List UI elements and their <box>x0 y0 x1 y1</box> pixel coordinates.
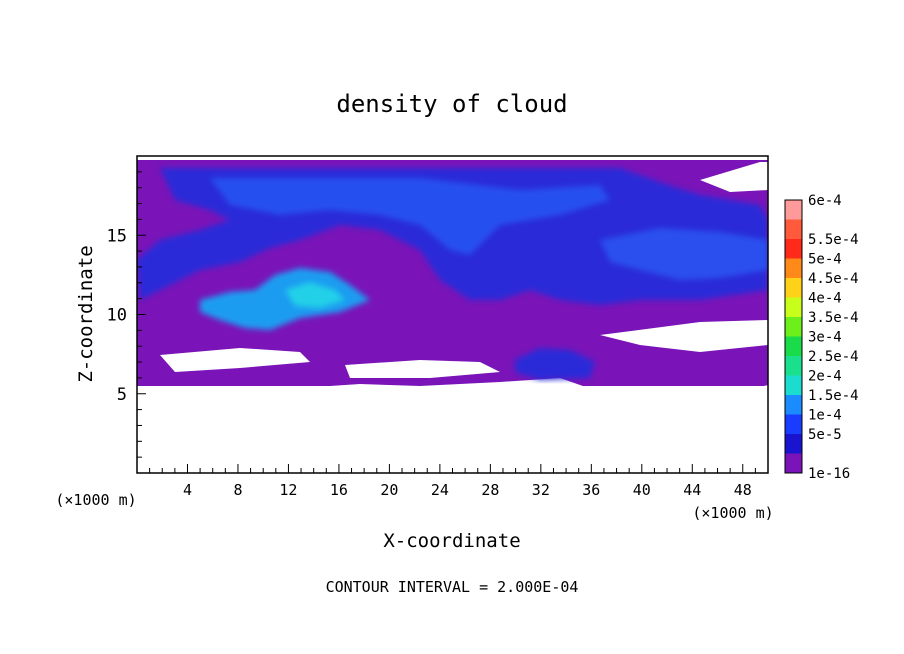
field-gap-left <box>160 348 310 372</box>
chart-title: density of cloud <box>336 90 567 118</box>
x-tick-label: 16 <box>330 481 348 499</box>
colorbar-swatch <box>785 395 802 415</box>
colorbar-label: 1e-16 <box>808 466 850 482</box>
colorbar-label: 1.5e-4 <box>808 388 859 404</box>
colorbar-swatch <box>785 239 802 259</box>
x-tick-label: 8 <box>233 481 242 499</box>
colorbar-swatch <box>785 375 802 396</box>
colorbar-swatch <box>785 258 802 279</box>
colorbar-label: 6e-4 <box>808 193 842 209</box>
field-gaps <box>137 162 768 473</box>
x-tick-label: 36 <box>582 481 600 499</box>
field-cyan-core <box>200 268 370 330</box>
colorbar-swatch <box>785 453 802 474</box>
x-tick-label: 20 <box>380 481 398 499</box>
colorbar-swatch <box>785 336 802 357</box>
colorbar-label: 4e-4 <box>808 291 842 307</box>
x-unit-right: (×1000 m) <box>692 504 773 522</box>
x-axis: 4 8 12 16 20 24 28 32 36 40 44 48 <box>149 464 756 499</box>
colorbar-swatch <box>785 278 802 298</box>
x-tick-label: 28 <box>481 481 499 499</box>
x-tick-label: 24 <box>431 481 449 499</box>
colorbar-swatch <box>785 356 802 376</box>
field-blue-mid <box>210 178 610 255</box>
x-tick-label: 44 <box>683 481 701 499</box>
x-tick-label: 40 <box>633 481 651 499</box>
colorbar: 6e-4 5.5e-4 5e-4 4.5e-4 4e-4 3.5e-4 3e-4 2.5e-4… <box>784 193 859 482</box>
colorbar-label: 5e-5 <box>808 427 842 443</box>
colorbar-label: 1e-4 <box>808 408 842 424</box>
x-tick-label: 12 <box>279 481 297 499</box>
colorbar-swatch <box>785 200 802 220</box>
y-axis: 5 10 15 <box>107 171 146 458</box>
x-tick-label: 48 <box>734 481 752 499</box>
field-right-lobe <box>600 228 768 280</box>
colorbar-swatch <box>785 414 802 435</box>
colorbar-swatch <box>785 219 802 240</box>
cloud-density-field <box>137 160 768 398</box>
colorbar-label: 4.5e-4 <box>808 271 859 287</box>
y-tick-label: 5 <box>117 385 127 405</box>
colorbar-swatch <box>785 434 802 454</box>
field-empty-lower <box>137 386 768 473</box>
colorbar-swatch <box>785 317 802 337</box>
x-tick-label: 4 <box>183 481 192 499</box>
contour-interval-note: CONTOUR INTERVAL = 2.000E-04 <box>326 578 579 596</box>
field-cyan-hot <box>285 282 345 308</box>
colorbar-label: 5.5e-4 <box>808 232 859 248</box>
colorbar-swatch <box>785 297 802 318</box>
colorbar-label: 3e-4 <box>808 330 842 346</box>
field-gap-upper-right <box>700 162 768 192</box>
x-tick-label: 32 <box>532 481 550 499</box>
x-unit-left: (×1000 m) <box>55 491 136 509</box>
colorbar-label: 3.5e-4 <box>808 310 859 326</box>
colorbar-label: 2.5e-4 <box>808 349 859 365</box>
x-axis-label: X-coordinate <box>383 530 520 552</box>
colorbar-label: 2e-4 <box>808 369 842 385</box>
colorbar-label: 5e-4 <box>808 252 842 268</box>
y-tick-label: 15 <box>107 226 127 246</box>
y-tick-label: 10 <box>107 306 127 326</box>
y-axis-label: Z-coordinate <box>75 245 97 382</box>
colorbar-frame <box>784 199 803 474</box>
field-gap-right <box>600 320 768 352</box>
field-small-blob <box>515 348 595 380</box>
field-gap-mid <box>345 360 500 378</box>
